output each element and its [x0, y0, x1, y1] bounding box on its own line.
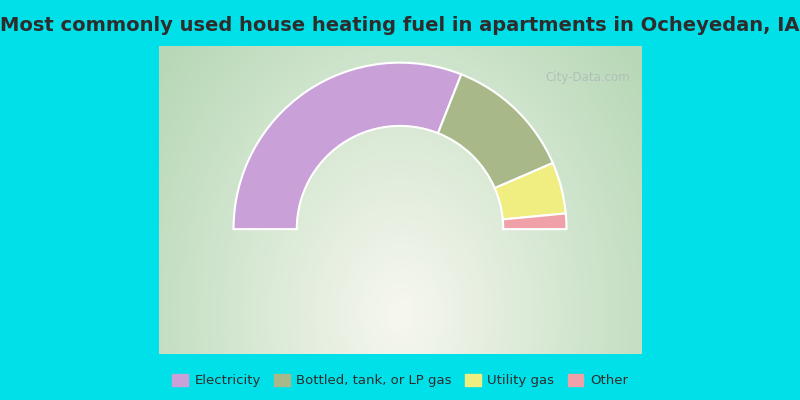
Wedge shape: [502, 214, 566, 229]
Wedge shape: [234, 63, 462, 229]
Text: City-Data.com: City-Data.com: [545, 71, 630, 84]
Text: Most commonly used house heating fuel in apartments in Ocheyedan, IA: Most commonly used house heating fuel in…: [0, 16, 800, 35]
Wedge shape: [438, 74, 553, 188]
Wedge shape: [494, 163, 566, 220]
Legend: Electricity, Bottled, tank, or LP gas, Utility gas, Other: Electricity, Bottled, tank, or LP gas, U…: [168, 370, 632, 392]
